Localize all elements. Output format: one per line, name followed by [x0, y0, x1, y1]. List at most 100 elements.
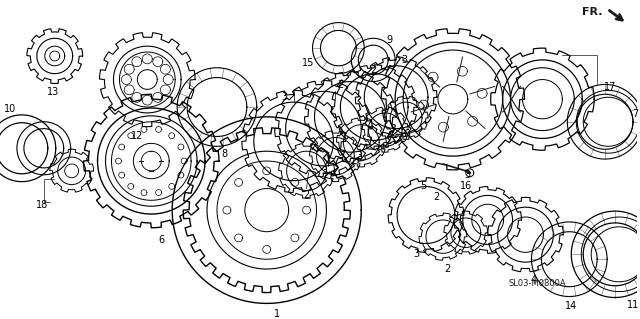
- Polygon shape: [263, 167, 271, 175]
- Polygon shape: [142, 54, 152, 64]
- Polygon shape: [181, 158, 187, 164]
- Text: 3: 3: [413, 249, 419, 259]
- Polygon shape: [541, 232, 597, 287]
- Polygon shape: [142, 95, 152, 105]
- Polygon shape: [321, 30, 356, 66]
- Polygon shape: [384, 96, 428, 139]
- Text: 9: 9: [386, 35, 392, 45]
- Polygon shape: [45, 46, 65, 66]
- Text: 8: 8: [222, 149, 228, 159]
- Polygon shape: [27, 29, 83, 84]
- Polygon shape: [428, 72, 438, 82]
- Polygon shape: [106, 116, 197, 206]
- Polygon shape: [577, 94, 633, 149]
- Polygon shape: [161, 64, 170, 74]
- Text: 3: 3: [321, 166, 328, 176]
- Polygon shape: [438, 122, 449, 132]
- Text: 2: 2: [370, 65, 376, 75]
- Polygon shape: [583, 223, 640, 286]
- Text: 2: 2: [337, 80, 344, 90]
- Polygon shape: [403, 50, 502, 148]
- Text: 1: 1: [274, 309, 280, 319]
- Polygon shape: [511, 68, 574, 130]
- Polygon shape: [50, 149, 93, 192]
- Polygon shape: [332, 65, 417, 149]
- Polygon shape: [291, 178, 299, 186]
- Text: 2: 2: [433, 192, 439, 202]
- Text: 3: 3: [282, 92, 288, 102]
- Text: 16: 16: [460, 181, 472, 190]
- Text: 6: 6: [158, 234, 164, 245]
- Polygon shape: [242, 90, 346, 192]
- Polygon shape: [153, 93, 163, 102]
- Polygon shape: [303, 206, 310, 214]
- Polygon shape: [141, 190, 147, 196]
- Polygon shape: [419, 213, 467, 260]
- Polygon shape: [275, 80, 372, 177]
- Polygon shape: [115, 158, 122, 164]
- Text: 10: 10: [4, 104, 16, 114]
- Polygon shape: [466, 169, 474, 177]
- Polygon shape: [263, 246, 271, 253]
- Polygon shape: [156, 190, 161, 196]
- Polygon shape: [128, 183, 134, 189]
- Text: 7: 7: [632, 109, 638, 119]
- Polygon shape: [132, 57, 142, 67]
- Polygon shape: [183, 128, 350, 293]
- Polygon shape: [583, 97, 633, 146]
- Polygon shape: [278, 144, 335, 198]
- Text: 11: 11: [627, 300, 639, 310]
- Polygon shape: [124, 85, 134, 95]
- Text: 14: 14: [565, 301, 577, 311]
- Polygon shape: [468, 116, 477, 126]
- Polygon shape: [24, 129, 64, 168]
- Polygon shape: [122, 75, 131, 85]
- Text: 2: 2: [385, 137, 391, 146]
- Polygon shape: [161, 85, 170, 95]
- Polygon shape: [84, 94, 219, 228]
- Polygon shape: [124, 64, 134, 74]
- Polygon shape: [291, 234, 299, 242]
- Polygon shape: [100, 33, 195, 127]
- Text: 4: 4: [531, 275, 536, 285]
- Polygon shape: [419, 100, 429, 110]
- Text: 3: 3: [356, 151, 362, 161]
- Polygon shape: [141, 151, 161, 171]
- Polygon shape: [207, 151, 326, 269]
- Polygon shape: [153, 57, 163, 67]
- Polygon shape: [305, 72, 396, 162]
- Polygon shape: [128, 133, 134, 139]
- Polygon shape: [118, 144, 125, 150]
- Polygon shape: [235, 234, 243, 242]
- Polygon shape: [169, 183, 175, 189]
- Text: FR.: FR.: [582, 7, 602, 17]
- Polygon shape: [169, 133, 175, 139]
- Text: 5: 5: [420, 181, 426, 190]
- Polygon shape: [477, 88, 487, 98]
- Polygon shape: [132, 93, 142, 102]
- Text: 2: 2: [445, 264, 451, 274]
- Polygon shape: [163, 75, 173, 85]
- Polygon shape: [488, 197, 563, 272]
- Polygon shape: [491, 48, 594, 150]
- Text: 3: 3: [465, 170, 471, 180]
- Text: 2: 2: [303, 190, 310, 200]
- Polygon shape: [156, 127, 161, 132]
- Polygon shape: [591, 227, 640, 282]
- Polygon shape: [472, 204, 504, 236]
- Polygon shape: [0, 123, 48, 174]
- Polygon shape: [141, 127, 147, 132]
- Polygon shape: [454, 187, 522, 253]
- Polygon shape: [358, 45, 388, 75]
- Polygon shape: [458, 66, 467, 76]
- Polygon shape: [235, 178, 243, 186]
- Polygon shape: [381, 29, 525, 170]
- Polygon shape: [362, 107, 408, 152]
- Polygon shape: [187, 78, 247, 137]
- Text: 12: 12: [131, 130, 143, 140]
- Polygon shape: [337, 118, 386, 167]
- Text: 13: 13: [47, 87, 59, 97]
- Text: 15: 15: [302, 58, 315, 68]
- Polygon shape: [65, 164, 79, 178]
- Polygon shape: [120, 52, 175, 107]
